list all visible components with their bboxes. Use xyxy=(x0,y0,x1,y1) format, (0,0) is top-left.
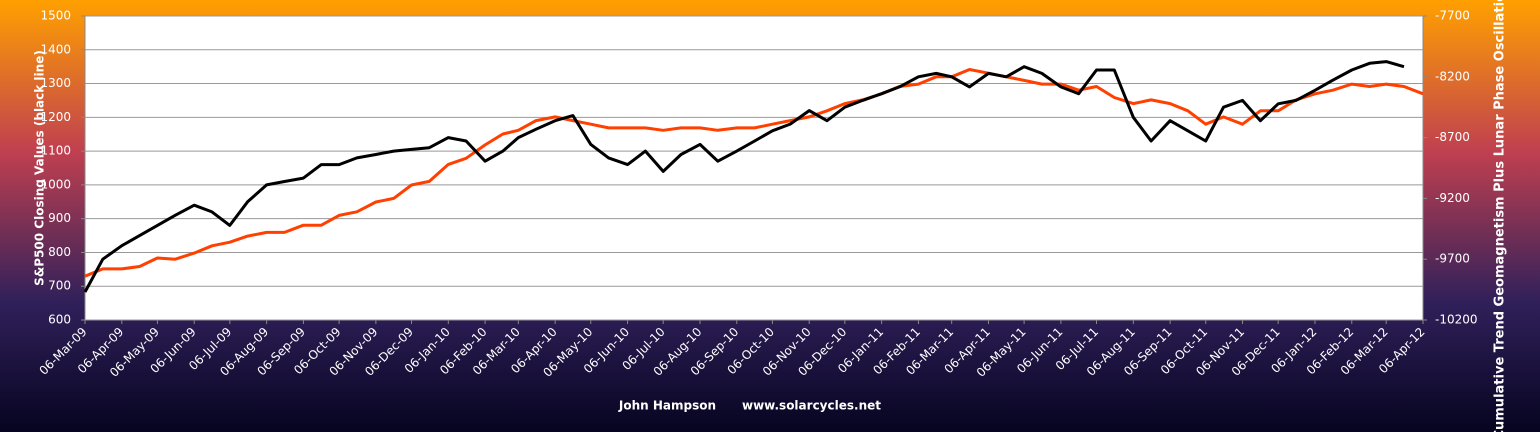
y2-tick-label: -7700 xyxy=(1435,9,1470,23)
y-tick-label: 700 xyxy=(48,279,71,293)
y-tick-label: 1000 xyxy=(40,177,71,191)
footer-url: www.solarcycles.net xyxy=(742,399,881,413)
series-line xyxy=(84,68,1424,278)
footer-author: John Hampson xyxy=(618,399,716,413)
y-tick-label: 900 xyxy=(48,211,71,225)
y-tick-label: 1100 xyxy=(40,144,71,158)
y2-tick-label: -8700 xyxy=(1435,130,1470,144)
y-tick-label: 800 xyxy=(48,245,71,259)
y2-tick-label: -10200 xyxy=(1435,313,1478,327)
y2-tick-label: -8200 xyxy=(1435,69,1470,83)
y-tick-label: 1400 xyxy=(40,42,71,56)
y-tick-label: 600 xyxy=(48,313,71,327)
y-tick-label: 1300 xyxy=(40,76,71,90)
y-axis-title: S&P500 Closing Values (black line) xyxy=(33,50,47,286)
y-tick-label: 1500 xyxy=(40,9,71,23)
y2-tick-label: -9200 xyxy=(1435,191,1470,205)
y2-axis-title: Cumulative Trend Geomagnetism Plus Lunar… xyxy=(1493,0,1508,432)
y2-tick-label: -9700 xyxy=(1435,252,1470,266)
y-tick-label: 1200 xyxy=(40,110,71,124)
series-line xyxy=(83,60,1405,293)
plot-area xyxy=(84,15,1424,321)
